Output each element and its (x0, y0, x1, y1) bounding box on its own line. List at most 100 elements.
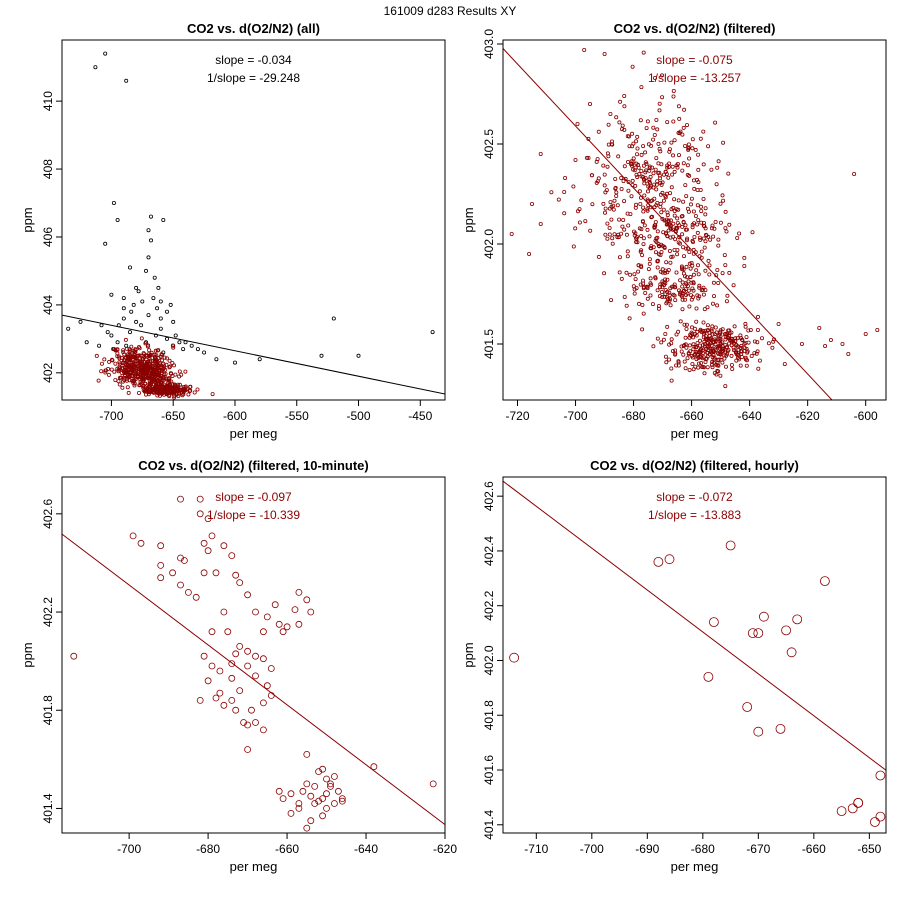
slope-annotation: slope = -0.097 (215, 490, 292, 504)
data-point (708, 348, 713, 353)
data-point (615, 235, 620, 240)
data-point (659, 210, 664, 215)
data-point (618, 99, 623, 104)
data-point (770, 345, 775, 350)
data-point (151, 296, 156, 301)
data-point (127, 265, 132, 270)
x-tick-label: -620 (796, 409, 820, 423)
data-point (712, 355, 717, 360)
data-point (669, 185, 674, 190)
data-point (155, 385, 160, 390)
data-point (99, 323, 104, 328)
data-point (654, 182, 659, 187)
data-point (749, 353, 754, 358)
data-point (127, 330, 132, 335)
data-point (635, 175, 640, 180)
data-point (148, 214, 153, 219)
x-tick-label: -690 (635, 842, 659, 856)
data-point (745, 350, 750, 355)
data-point (610, 139, 615, 144)
data-point (734, 343, 739, 348)
data-point (84, 340, 89, 345)
data-point (732, 324, 737, 329)
data-point (660, 294, 665, 299)
data-point (724, 364, 729, 369)
data-point (724, 229, 729, 234)
x-tick-label: -670 (746, 842, 770, 856)
data-point (126, 390, 131, 395)
data-point (666, 228, 671, 233)
data-point (684, 322, 689, 327)
data-point (688, 266, 693, 271)
data-point (712, 370, 717, 375)
data-point (715, 363, 720, 368)
data-point (701, 196, 706, 201)
data-point (686, 142, 691, 147)
data-point (709, 617, 719, 627)
data-point (144, 361, 149, 366)
data-point (664, 230, 669, 235)
data-point (677, 116, 682, 121)
x-tick-label: -720 (505, 409, 529, 423)
data-point (244, 746, 252, 753)
data-point (699, 255, 704, 260)
data-point (702, 330, 707, 335)
data-point (641, 311, 646, 316)
data-point (620, 123, 625, 128)
data-point (647, 234, 652, 239)
data-point (781, 625, 791, 636)
data-point (228, 697, 236, 704)
data-point (204, 547, 212, 555)
data-point (870, 817, 880, 827)
data-point (687, 304, 692, 309)
data-point (840, 341, 845, 346)
data-point (756, 314, 761, 319)
data-point (677, 288, 682, 293)
data-point (676, 363, 681, 368)
data-point (707, 342, 712, 347)
data-point (703, 212, 708, 217)
data-point (667, 147, 672, 152)
data-point (663, 193, 668, 198)
data-point (149, 369, 154, 374)
data-point (307, 608, 315, 616)
data-point (147, 383, 152, 388)
data-point (651, 344, 656, 349)
data-point (718, 373, 723, 378)
data-point (711, 280, 716, 285)
data-point (696, 152, 701, 157)
data-point (641, 281, 646, 286)
data-point (571, 244, 576, 249)
data-point (164, 336, 169, 341)
data-point (620, 127, 625, 132)
data-point (155, 306, 160, 311)
data-point (169, 569, 177, 577)
data-point (724, 353, 729, 358)
data-point (696, 272, 701, 277)
data-point (295, 800, 303, 807)
data-point (641, 205, 646, 210)
y-axis-label: ppm (461, 642, 476, 667)
data-point (103, 51, 108, 56)
data-point (726, 171, 731, 176)
data-point (208, 662, 216, 670)
data-point (134, 359, 139, 364)
y-tick-label: 402 (41, 362, 55, 382)
data-point (648, 174, 653, 179)
data-point (109, 367, 114, 372)
data-point (658, 201, 663, 206)
x-tick-label: -680 (196, 842, 220, 856)
data-point (263, 682, 271, 690)
data-point (200, 652, 208, 660)
data-point (607, 225, 612, 230)
data-point (613, 186, 618, 191)
data-point (119, 370, 124, 375)
y-tick-label: 404 (41, 295, 55, 315)
data-point (684, 194, 689, 199)
data-point (157, 574, 165, 582)
data-point (596, 129, 601, 134)
data-point (129, 309, 134, 314)
data-point (716, 357, 721, 362)
data-point (693, 213, 698, 218)
data-point (718, 328, 723, 333)
